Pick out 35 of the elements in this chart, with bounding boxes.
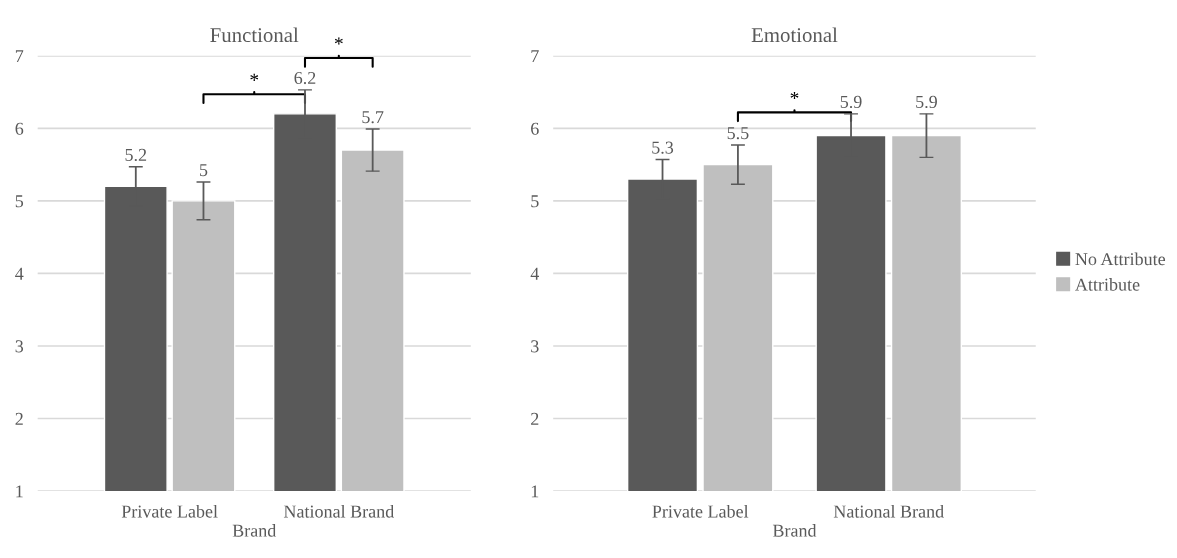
x-axis-title: Brand [772, 524, 817, 537]
y-tick-label: 4 [530, 267, 540, 280]
y-tick-label: 6 [531, 122, 539, 135]
data-label: 5.3 [652, 141, 674, 154]
legend-label: Attribute [1075, 278, 1140, 291]
data-label: 5 [200, 164, 208, 177]
y-tick-label: 6 [15, 122, 24, 135]
y-tick-label: 3 [531, 340, 539, 353]
data-label: 5.9 [916, 95, 937, 109]
data-label: 6.2 [294, 71, 316, 85]
x-tick-label: National Brand [283, 504, 395, 518]
data-label: 5.9 [840, 95, 862, 109]
y-tick-label: 5 [15, 195, 24, 208]
y-tick-label: 1 [16, 485, 23, 498]
x-tick-label: National Brand [833, 504, 944, 518]
x-tick-label: Private Label [121, 504, 218, 518]
chart-title: Emotional [751, 27, 838, 43]
text: * [334, 37, 343, 45]
chart-title: Functional [210, 27, 299, 43]
y-tick-label: 2 [531, 412, 539, 425]
y-tick-label: 1 [531, 485, 539, 498]
y-tick-label: 7 [15, 50, 24, 63]
y-tick-label: 5 [531, 195, 539, 208]
data-label: 5.7 [362, 111, 384, 124]
y-tick-label: 7 [531, 50, 539, 63]
data-label: 5.2 [125, 148, 147, 162]
y-tick-label: 4 [15, 267, 24, 280]
x-axis-title: Brand [232, 524, 277, 537]
data-label: 5.5 [727, 127, 749, 140]
x-tick-label: Private Label [652, 504, 749, 518]
y-tick-label: 2 [15, 412, 23, 425]
annotation: * [250, 73, 259, 81]
annotation: * [790, 91, 799, 100]
legend-label: No Attribute [1075, 252, 1166, 266]
y-tick-label: 3 [15, 340, 24, 353]
